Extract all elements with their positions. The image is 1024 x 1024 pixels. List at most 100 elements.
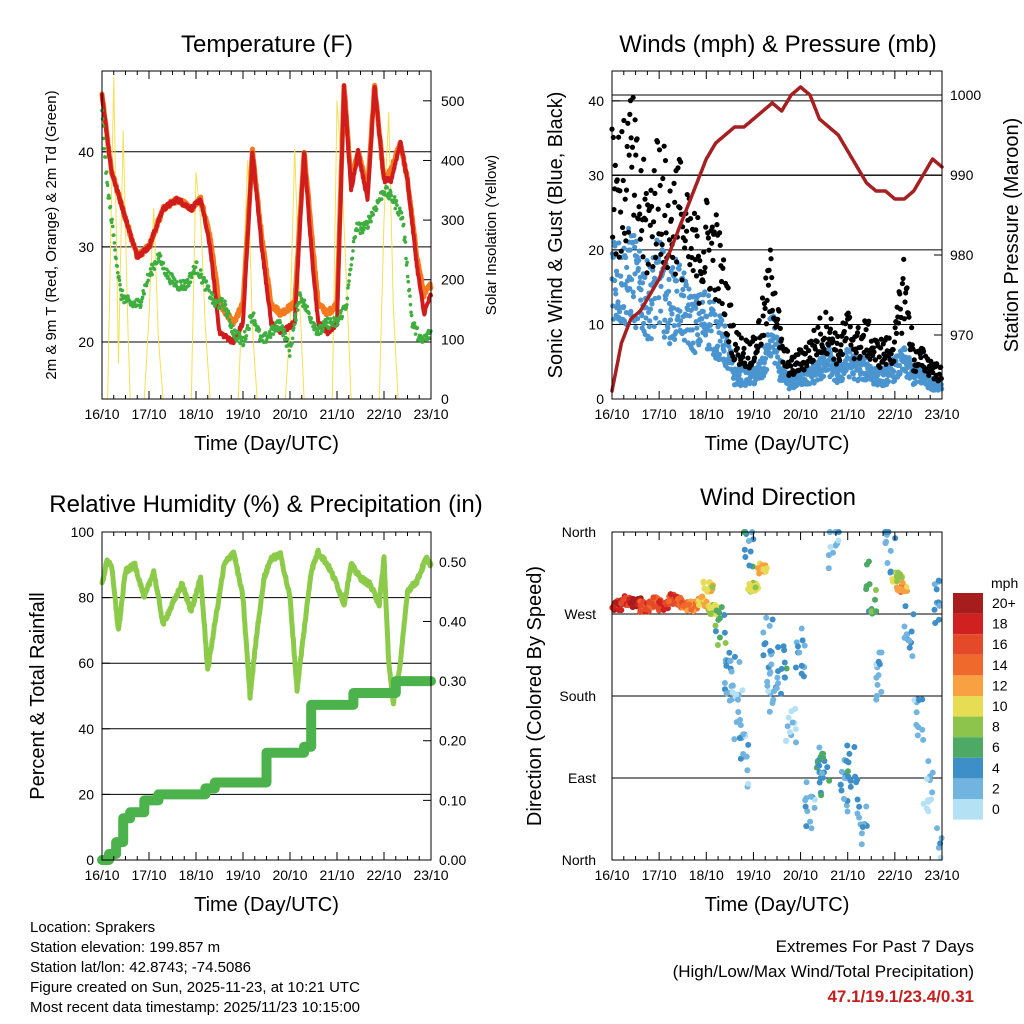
sonic-wind-point <box>629 276 635 283</box>
dewpoint-point <box>295 308 300 312</box>
extremes-title: Extremes For Past 7 Days <box>775 937 974 956</box>
direction-point <box>872 586 879 593</box>
direction-point <box>627 600 634 607</box>
direction-xtick-label: 22/10 <box>877 867 912 883</box>
sonic-wind-point <box>902 346 908 353</box>
colorbar-swatch <box>953 675 983 696</box>
gust-point <box>883 361 889 367</box>
direction-point <box>899 579 906 586</box>
temperature-xtick-label: 17/10 <box>131 406 166 422</box>
gust-point <box>872 357 878 363</box>
gust-point <box>642 196 648 202</box>
gust-point <box>631 212 637 218</box>
sonic-wind-point <box>856 376 862 382</box>
direction-point <box>838 768 845 775</box>
sonic-wind-point <box>891 368 897 375</box>
sonic-wind-point <box>690 340 696 346</box>
gust-point <box>629 144 636 150</box>
dewpoint-point <box>403 240 408 244</box>
direction-point <box>804 808 811 815</box>
gust-point <box>717 242 723 248</box>
direction-point <box>778 665 785 672</box>
gust-point <box>911 357 917 363</box>
dewpoint-point <box>276 328 281 333</box>
gust-point <box>677 205 683 211</box>
direction-point <box>769 616 776 623</box>
direction-point <box>844 768 851 775</box>
dewpoint-point <box>227 311 231 316</box>
dewpoint-point <box>109 220 114 225</box>
humidity-xlabel: Time (Day/UTC) <box>194 894 339 916</box>
sonic-wind-point <box>612 287 618 293</box>
dewpoint-point <box>409 310 413 315</box>
gust-point <box>626 152 632 158</box>
gust-point <box>938 375 944 382</box>
gust-point <box>741 345 747 352</box>
direction-point <box>799 637 806 644</box>
direction-point <box>756 570 763 577</box>
gust-point <box>772 290 778 296</box>
dewpoint-point <box>150 272 154 277</box>
gust-point <box>713 212 719 218</box>
gust-point <box>709 240 715 246</box>
sonic-wind-point <box>642 274 648 281</box>
sonic-wind-point <box>683 282 689 288</box>
dewpoint-point <box>292 322 297 327</box>
precipitation-line <box>97 676 436 865</box>
gust-point <box>854 330 861 336</box>
direction-point <box>767 668 774 675</box>
dewpoint-point <box>167 276 171 281</box>
temperature-y2tick-label: 100 <box>441 331 465 347</box>
direction-point <box>642 606 649 613</box>
humidity-ytick-label: 0 <box>86 852 94 868</box>
gust-point <box>801 367 807 373</box>
sonic-wind-point <box>646 324 652 330</box>
gust-point <box>631 192 638 198</box>
gust-point <box>918 354 924 361</box>
gust-point <box>658 251 664 257</box>
direction-point <box>876 661 883 668</box>
temperature-ylabel: 2m & 9m T (Red, Orange) & 2m Td (Green) <box>43 90 60 379</box>
gust-point <box>666 237 673 243</box>
gust-point <box>623 187 630 193</box>
dewpoint-point <box>115 264 120 268</box>
sonic-wind-point <box>622 254 629 261</box>
sonic-wind-point <box>719 317 725 324</box>
colorbar-title: mph <box>991 575 1018 591</box>
gust-point <box>871 349 877 355</box>
direction-point <box>895 569 902 576</box>
gust-point <box>909 342 915 348</box>
dewpoint-point <box>348 267 353 272</box>
dewpoint-point <box>251 311 256 315</box>
gust-point <box>705 235 711 241</box>
gust-point <box>841 328 847 335</box>
sonic-wind-point <box>712 312 718 318</box>
gust-point <box>634 136 640 142</box>
winds-panel: 0 10 20 30 40 970 980 990 1000 Winds (mph) & Pres… <box>545 31 1023 455</box>
sonic-wind-point <box>847 349 853 355</box>
dewpoint-point <box>330 323 335 328</box>
sonic-wind-point <box>647 318 653 324</box>
direction-point <box>788 708 795 715</box>
gust-point <box>860 332 867 338</box>
temperature-ytick-label: 40 <box>78 144 94 160</box>
dewpoint-point <box>346 283 351 287</box>
sonic-wind-point <box>705 293 712 299</box>
gust-point <box>830 338 836 344</box>
gust-point <box>637 236 643 242</box>
direction-point <box>931 606 938 613</box>
direction-point <box>746 585 753 592</box>
dewpoint-point <box>172 277 177 282</box>
gust-point <box>683 228 690 234</box>
direction-point <box>807 793 814 800</box>
gust-point <box>706 247 712 253</box>
dewpoint-point <box>227 318 232 322</box>
direction-point <box>630 595 637 602</box>
sonic-wind-point <box>612 277 618 284</box>
dewpoint-point <box>146 278 151 283</box>
gust-point <box>745 355 751 361</box>
dewpoint-point <box>102 146 107 151</box>
gust-point <box>768 256 774 262</box>
dewpoint-point <box>276 325 280 330</box>
winds-y2tick-label: 980 <box>950 247 974 263</box>
